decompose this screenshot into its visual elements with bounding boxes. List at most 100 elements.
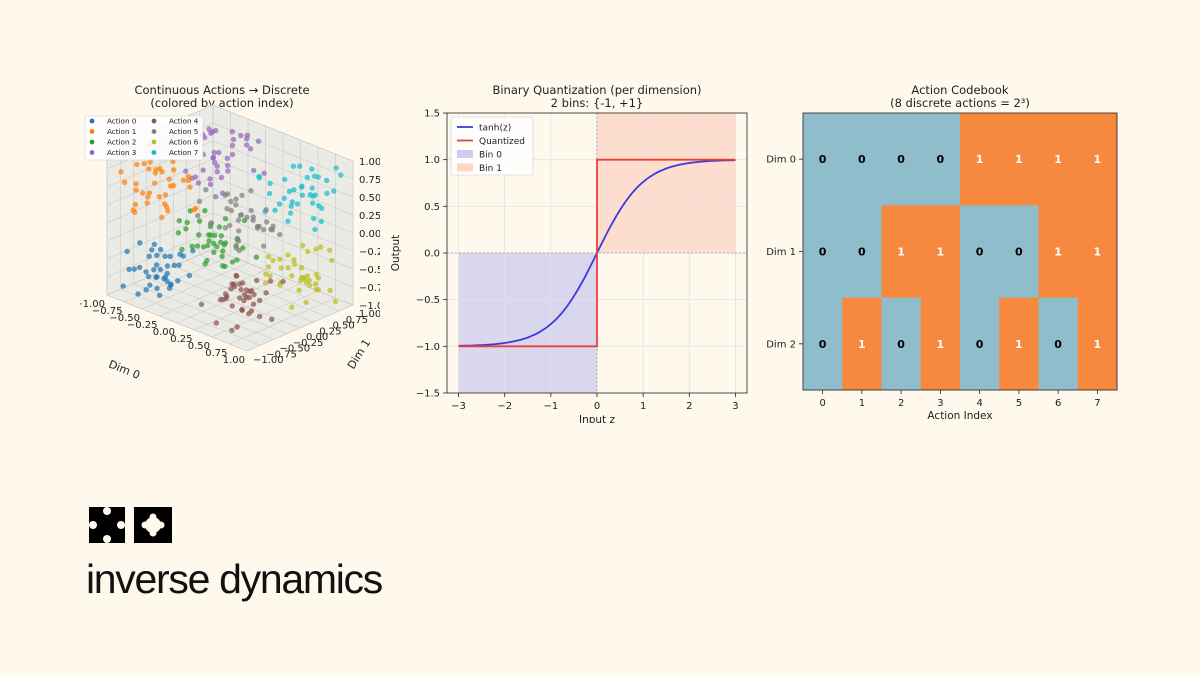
heatmap-cell [1077,297,1118,391]
heatmap-cell [842,297,882,391]
scatter-point-action-2 [179,246,185,253]
scatter-point-action-3 [238,132,244,139]
legend-marker [151,139,157,145]
scatter-point-action-4 [228,286,234,292]
x-tick-label: 0.00 [153,327,175,338]
cell-value-label: 1 [937,338,945,351]
scatter-point-action-7 [294,201,301,207]
scatter-point-action-2 [218,233,224,239]
scatter-point-action-5 [237,212,244,218]
y-tick-label: −1.0 [416,342,440,353]
y-tick-label: 0.0 [424,249,440,260]
scatter-point-action-3 [261,170,267,176]
scatter-point-action-5 [264,219,270,225]
scatter-point-action-5 [233,202,239,208]
scatter-point-action-0 [186,272,193,279]
scatter-point-action-2 [184,219,190,226]
scatter-point-action-6 [263,271,269,277]
scatter-point-action-2 [202,208,208,214]
scatter-point-action-3 [247,146,254,152]
scatter-point-action-7 [309,185,315,191]
grid-line [106,176,214,224]
scatter-point-action-7 [282,176,288,183]
x-axis-label: Action Index [927,410,992,422]
scatter-point-action-6 [289,304,295,310]
scatter-point-action-6 [306,277,313,284]
scatter-point-action-1 [180,177,187,183]
scatter-point-action-2 [206,238,212,244]
scatter-point-action-1 [118,169,124,175]
scatter-point-action-4 [231,281,237,287]
grid-line [212,176,354,234]
x-tick-label: 6 [1055,398,1061,409]
scatter-point-action-2 [212,232,218,238]
z-tick-label: 1.00 [359,157,380,168]
scatter-point-action-5 [255,225,261,231]
legend-marker [151,150,157,155]
scatter-point-action-6 [327,287,333,294]
scatter-point-action-1 [140,190,146,196]
scatter-point-action-6 [303,299,309,306]
x-tick-label: 7 [1094,398,1100,409]
cell-value-label: 0 [858,153,866,166]
scatter-point-action-5 [203,187,209,193]
scatter-point-action-3 [224,162,231,169]
cell-value-label: 0 [819,338,827,351]
scatter-point-action-2 [206,232,212,238]
x-tick-label: −0.25 [127,320,158,331]
scatter-point-action-2 [214,244,220,250]
scatter-point-action-2 [217,239,224,245]
scatter-point-action-5 [248,207,254,214]
scatter-point-action-1 [134,161,140,168]
scatter-point-action-0 [156,292,163,299]
legend-marker [151,118,157,124]
scatter-point-action-6 [327,247,333,253]
cell-value-label: 0 [1015,246,1023,259]
y-tick-label: 0.75 [346,315,368,326]
grid-line [212,122,354,180]
chart2-legend: tanh(z) Quantized Bin 0 Bin 1 [450,116,534,176]
scatter-point-action-3 [229,129,235,135]
legend-label: Bin 1 [479,164,502,174]
y-tick-label: −0.75 [266,349,297,360]
scatter-point-action-7 [324,177,330,184]
z-tick-label: 0.00 [359,229,380,240]
y-axis-label: Dim 1 [345,337,373,372]
scatter-point-action-2 [211,249,217,255]
legend-label: Action 6 [169,138,199,147]
scatter-point-action-0 [131,266,137,272]
scatter-point-action-0 [137,240,143,246]
x-tick-label: −1.00 [80,299,105,310]
heatmap-cell [881,297,922,391]
scatter-point-action-6 [307,282,313,289]
heatmap-cell [999,113,1039,206]
scatter-point-action-6 [291,257,297,263]
y-tick-label: −1.00 [253,355,284,366]
scatter-point-action-1 [193,205,199,212]
scatter-point-action-6 [318,244,324,250]
scatter-point-action-6 [277,256,283,262]
scatter-point-action-6 [332,298,339,305]
x-tick-label: −1 [543,401,558,412]
scatter-point-action-1 [162,192,169,198]
x-tick-label: 1 [859,398,865,409]
heatmap-cell [1038,113,1079,206]
scatter-point-action-7 [256,175,263,181]
cell-value-label: 0 [897,153,905,166]
scatter-point-action-3 [255,138,262,144]
scatter-point-action-7 [324,190,330,196]
scatter-point-action-7 [267,180,273,187]
y-tick-label: 0.50 [333,321,355,332]
scatter-point-action-7 [310,200,316,206]
cell-value-label: 0 [819,246,827,259]
cell-value-label: 1 [1094,246,1102,259]
scatter-point-action-0 [190,248,196,254]
scatter-point-action-5 [222,192,228,198]
scatter-point-action-5 [234,237,241,243]
y-tick-label: −0.25 [293,338,324,349]
legend-label: Action 4 [169,117,199,126]
x-axis-label: Input z [579,414,616,423]
brand-name: inverse dynamics [86,556,383,602]
bin-region-1 [597,113,736,253]
cell-value-label: 0 [976,338,984,351]
